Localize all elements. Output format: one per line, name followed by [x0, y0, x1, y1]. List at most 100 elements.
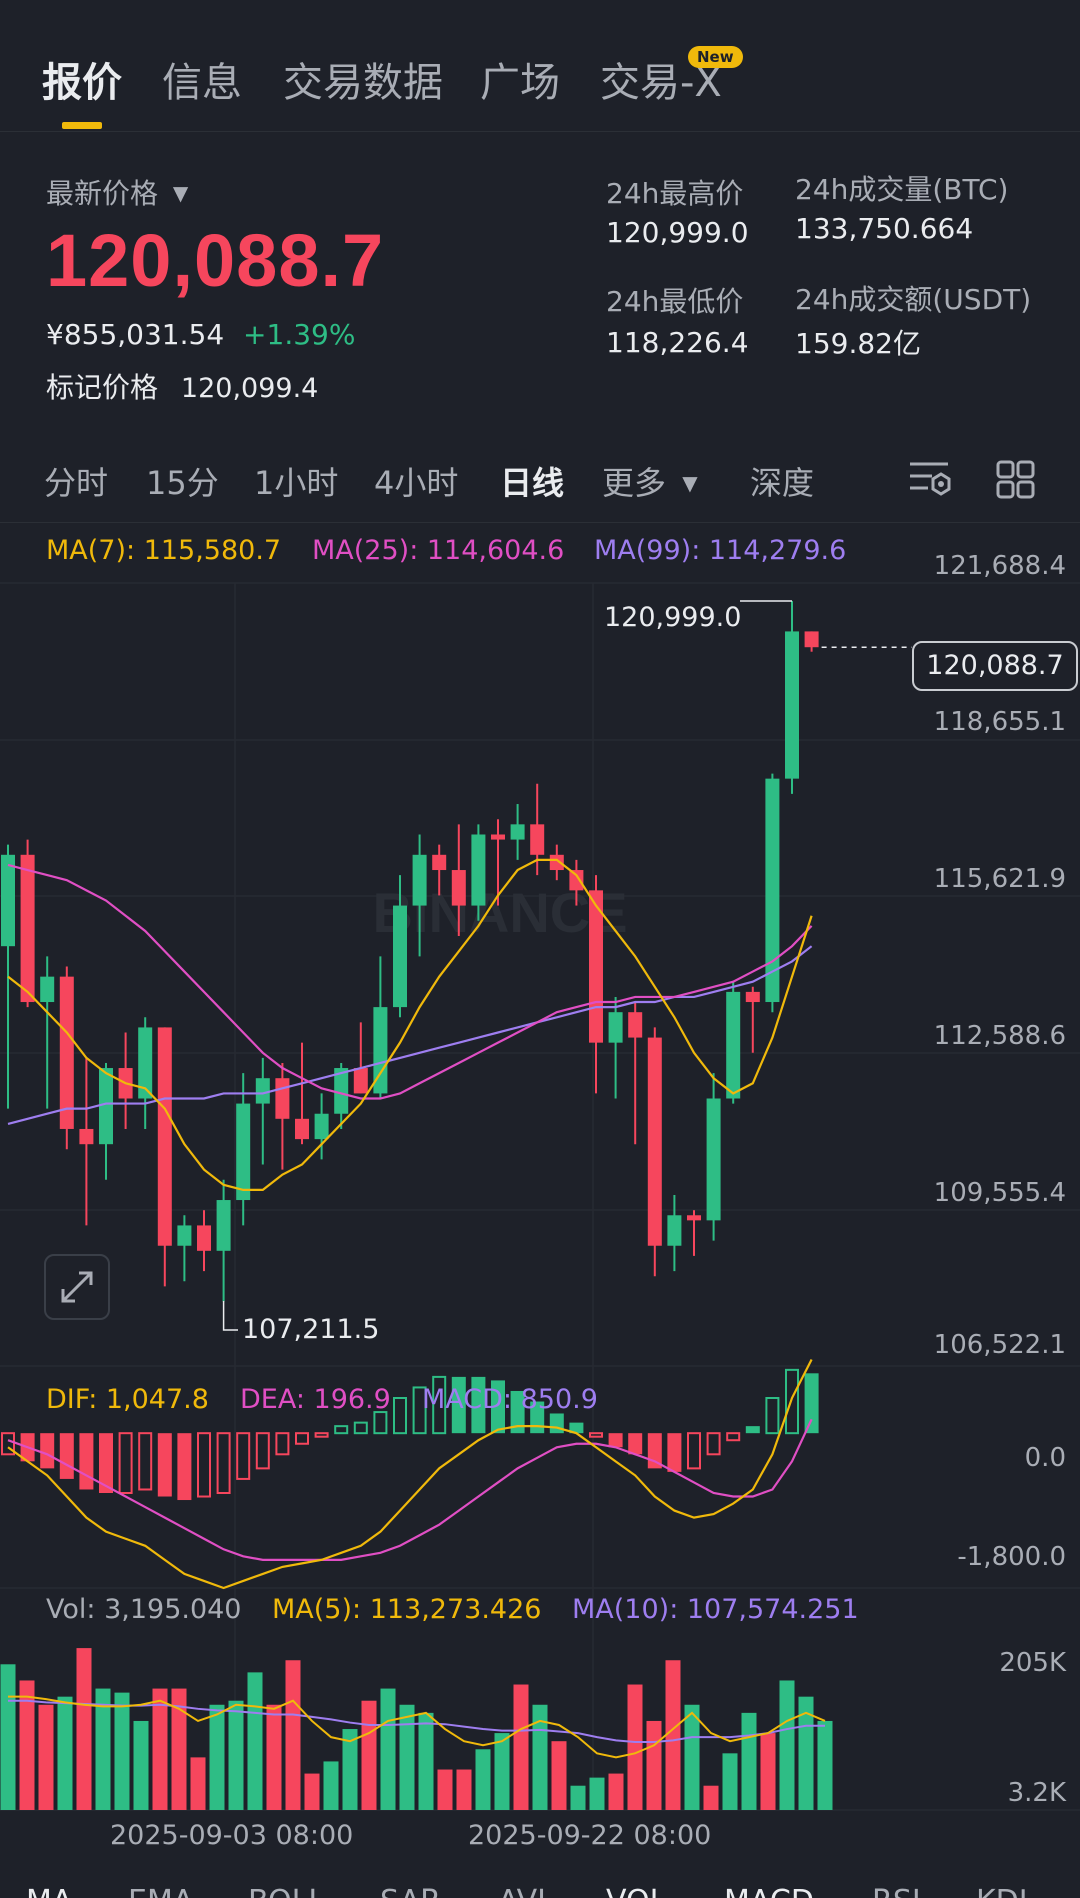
macd-bar: [373, 1411, 388, 1435]
ind-tab-avl[interactable]: AVL: [498, 1884, 554, 1898]
macd-legend: MACD: 850.9: [422, 1384, 598, 1415]
candle: [647, 1037, 662, 1246]
volume-bar: [19, 1680, 35, 1810]
ma25-legend: MA(25): 114,604.6: [312, 535, 565, 566]
tab-trade-data[interactable]: 交易数据: [283, 60, 443, 106]
volume-bar: [361, 1700, 377, 1810]
dif-line: [7, 1358, 813, 1590]
vol-legend: Vol: 3,195.040: [46, 1594, 242, 1625]
latest-price-label: 最新价格: [46, 177, 159, 210]
macd-bar: [765, 1397, 780, 1435]
volume-bar: [114, 1692, 130, 1810]
candle: [393, 905, 407, 1008]
macd-bar: [451, 1376, 466, 1434]
ind-tab-sar[interactable]: SAR: [380, 1884, 441, 1898]
candle: [177, 1225, 192, 1246]
ma-lines: [7, 858, 813, 1191]
candlestick-series: [1, 601, 819, 1302]
candle: [79, 1128, 94, 1145]
interval-more[interactable]: 更多 ▼: [602, 458, 698, 504]
ind-tab-kdj[interactable]: KDJ: [976, 1884, 1028, 1898]
ind-tab-ema[interactable]: EMA: [128, 1884, 193, 1898]
volume-bar: [513, 1684, 529, 1810]
candle: [20, 854, 35, 1003]
latest-price-selector[interactable]: 最新价格 ▼: [46, 172, 188, 212]
volume-bar: [684, 1704, 700, 1810]
volume-bar: [0, 1664, 16, 1810]
candle: [99, 1068, 113, 1145]
macd-bar: [118, 1432, 133, 1494]
indicator-settings-icon[interactable]: [908, 458, 952, 500]
interval-timeline[interactable]: 分时: [44, 464, 109, 502]
candle: [765, 778, 780, 1003]
candle: [236, 1103, 251, 1201]
top-tab-bar: 报价 信息 交易数据 广场 交易-X New: [0, 0, 1080, 132]
macd-bar: [491, 1380, 505, 1434]
volume-bar: [171, 1688, 187, 1810]
macd-bar: [216, 1432, 231, 1494]
macd-bar: [569, 1422, 584, 1434]
interval-1h[interactable]: 1小时: [254, 464, 339, 502]
candle: [706, 1098, 721, 1221]
current-price-tag[interactable]: 120,088.7: [912, 641, 1078, 691]
volume-bar: [342, 1729, 358, 1810]
candle: [491, 834, 505, 840]
volume-bar: [741, 1712, 757, 1810]
vol-ma10-line: [8, 1699, 825, 1743]
interval-4h[interactable]: 4小时: [374, 464, 459, 502]
tab-quote[interactable]: 报价: [42, 60, 122, 106]
low-marker-line: [222, 1300, 238, 1331]
candle: [275, 1078, 290, 1119]
ind-tab-vol[interactable]: VOL: [606, 1884, 666, 1898]
candle: [197, 1225, 211, 1251]
volume-bar: [456, 1769, 472, 1810]
price-axis-label: 115,621.9: [933, 864, 1066, 894]
macd-bar: [40, 1433, 55, 1469]
candle: [59, 976, 74, 1129]
ind-tab-ma[interactable]: MA: [26, 1884, 72, 1898]
candle: [785, 631, 799, 779]
ma7-line: [7, 858, 813, 1191]
macd-bar: [393, 1397, 407, 1435]
macd-bar: [197, 1432, 211, 1498]
ma7-legend: MA(7): 115,580.7: [46, 535, 282, 566]
macd-bar: [667, 1433, 682, 1472]
ind-tab-macd[interactable]: MACD: [724, 1884, 814, 1898]
volume-bar: [247, 1672, 263, 1810]
volume-bar: [475, 1749, 491, 1810]
vol-btc-value: 133,750.664: [795, 212, 974, 245]
candle: [608, 1012, 623, 1043]
cny-price-row: ¥855,031.54 +1.39%: [46, 318, 355, 351]
ind-tab-rsi[interactable]: RSI: [872, 1884, 921, 1898]
macd-bar: [314, 1432, 329, 1438]
macd-bar: [138, 1432, 153, 1491]
candle: [373, 1007, 388, 1094]
dif-legend: DIF: 1,047.8: [46, 1384, 209, 1415]
macd-bar: [79, 1433, 94, 1490]
candle: [549, 854, 564, 871]
macd-bar: [334, 1425, 349, 1435]
tab-square[interactable]: 广场: [480, 60, 560, 106]
candle: [334, 1068, 349, 1114]
candle: [745, 991, 760, 1003]
ind-tab-boll[interactable]: BOLL: [248, 1884, 325, 1898]
volume-panel: [0, 1648, 833, 1810]
candle: [353, 1068, 368, 1094]
macd-bar: [510, 1390, 525, 1434]
vol-usdt-label: 24h成交额(USDT): [795, 283, 1032, 316]
volume-bar: [304, 1773, 320, 1810]
tab-info[interactable]: 信息: [162, 60, 242, 106]
macd-bar: [785, 1368, 799, 1435]
macd-bar: [412, 1386, 427, 1435]
volume-bar: [285, 1660, 301, 1810]
volume-bar: [608, 1773, 624, 1810]
fullscreen-button[interactable]: [44, 1254, 110, 1320]
caret-down-icon: ▼: [172, 181, 189, 205]
volume-bar: [228, 1700, 244, 1810]
layout-grid-icon[interactable]: [996, 460, 1036, 500]
interval-15m[interactable]: 15分: [146, 464, 219, 502]
interval-depth[interactable]: 深度: [750, 464, 815, 502]
interval-1d[interactable]: 日线: [500, 464, 565, 502]
vol-axis-label: 3.2K: [1007, 1778, 1066, 1808]
